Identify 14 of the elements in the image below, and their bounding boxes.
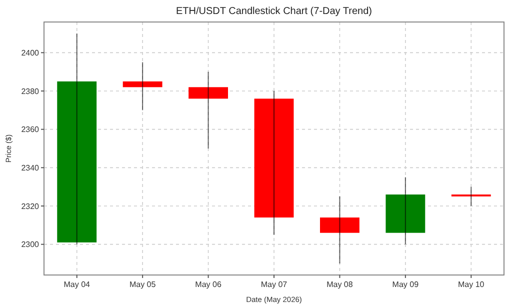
y-tick-label: 2300 (21, 240, 40, 250)
y-tick-label: 2340 (21, 163, 40, 172)
chart-title: ETH/USDT Candlestick Chart (7-Day Trend) (176, 6, 372, 17)
y-tick-label: 2400 (21, 48, 40, 58)
x-tick-label: May 09 (392, 280, 420, 289)
x-tick-label: May 10 (458, 280, 485, 289)
x-tick-label: May 06 (195, 280, 222, 289)
x-tick-label: May 07 (260, 280, 288, 289)
x-tick-label: May 04 (64, 280, 91, 289)
y-tick-label: 2320 (21, 202, 40, 211)
x-tick-label: May 05 (129, 280, 156, 289)
y-tick-label: 2380 (21, 86, 40, 96)
y-tick-label: 2360 (21, 125, 40, 134)
x-tick-label: May 08 (326, 280, 354, 289)
